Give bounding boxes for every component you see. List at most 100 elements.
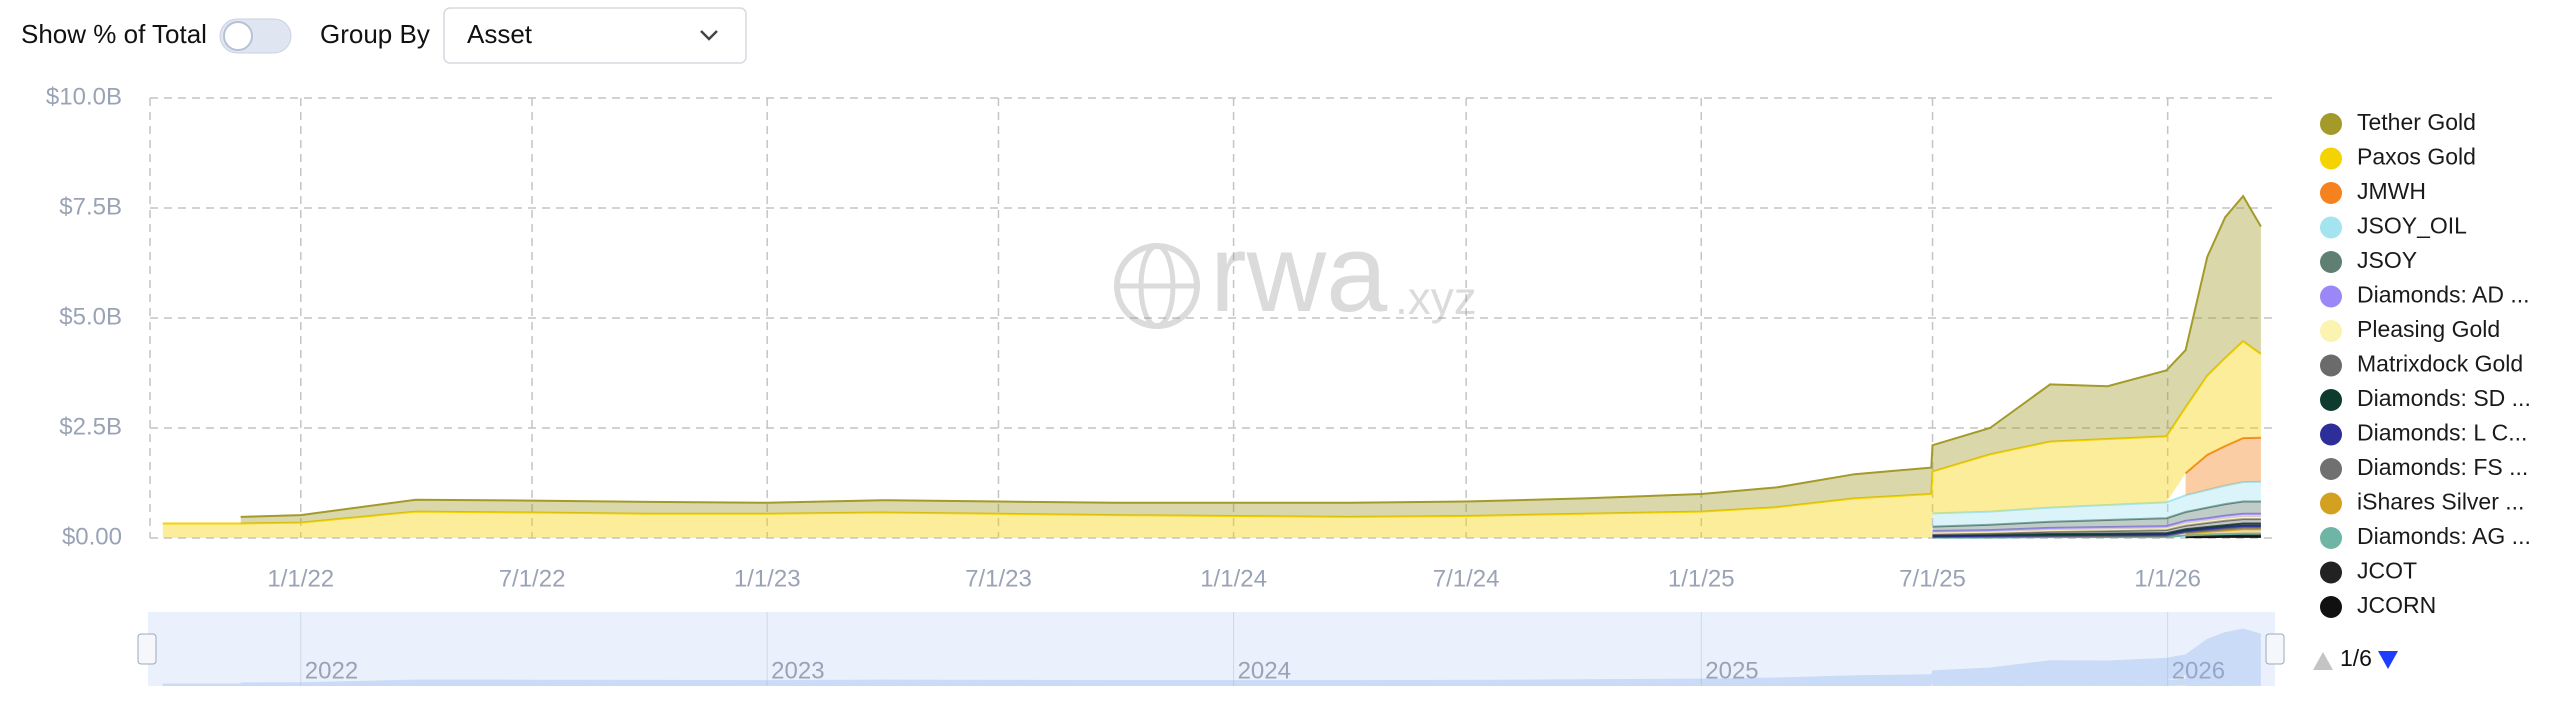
navigator-area	[1932, 685, 2261, 686]
legend-label: JSOY	[2357, 247, 2417, 273]
dropdown[interactable]: Asset	[443, 7, 747, 64]
x-tick-label: 1/1/25	[1668, 565, 1735, 592]
area	[2185, 529, 2261, 536]
legend-label: JCOT	[2357, 558, 2417, 584]
watermark-globe	[1114, 243, 1200, 329]
legend-swatch	[2320, 147, 2342, 170]
axes: $0.00 $2.5B $5.0B $7.5B $10.0B 1/1/22 7/1/22 1/…	[46, 83, 2201, 592]
y-tick-label: $5.0B	[59, 303, 122, 330]
x-tick-label: 1/1/23	[734, 565, 801, 592]
legend-label: Pleasing Gold	[2357, 316, 2500, 342]
legend-swatch	[2320, 113, 2342, 135]
legend-swatch	[2320, 182, 2342, 204]
navigator-handle[interactable]	[2265, 633, 2285, 665]
legend-label: JMWH	[2357, 178, 2426, 204]
legend-swatch	[2320, 354, 2342, 377]
legend-swatch	[2320, 251, 2342, 273]
series-line	[1932, 512, 2261, 532]
navigator-area	[1932, 679, 2261, 685]
series-line	[1932, 480, 2261, 515]
toggle[interactable]	[219, 18, 292, 54]
series-line	[2185, 528, 2261, 535]
x-tick-label: 7/1/22	[499, 565, 566, 592]
x-tick-label: 7/1/23	[965, 565, 1032, 592]
legend-label: Diamonds: L C...	[2357, 420, 2527, 446]
legend-label: Matrixdock Gold	[2357, 351, 2523, 377]
group-by-label: Group By	[320, 19, 430, 49]
series-line	[1932, 518, 2261, 535]
pager-down[interactable]	[2378, 651, 2398, 669]
pager-up[interactable]	[2313, 652, 2333, 670]
area	[162, 341, 2261, 538]
navigator-handle[interactable]	[137, 633, 157, 665]
watermark-globe	[1138, 243, 1176, 329]
series-line	[1932, 524, 2261, 538]
series-line	[240, 194, 2262, 518]
toggle-label: Show % of Total	[21, 19, 207, 49]
legend-swatch	[2320, 320, 2342, 342]
legend-swatch	[2320, 492, 2342, 515]
area	[1932, 523, 2261, 537]
legend-swatch	[2320, 561, 2342, 584]
legend-pager: 1/6	[2313, 645, 2398, 671]
y-tick-label: $0.00	[62, 523, 122, 550]
x-tick-label: 7/1/24	[1433, 565, 1500, 592]
legend-label: JCORN	[2357, 592, 2436, 618]
legend-label: Diamonds: SD ...	[2357, 385, 2531, 411]
navigator-area	[2185, 684, 2261, 686]
legend-swatch	[2320, 216, 2342, 239]
navigator-label: 2022	[305, 657, 358, 684]
legend-swatch	[2320, 389, 2342, 411]
toggle-knob[interactable]	[223, 21, 253, 51]
x-tick-label: 1/1/26	[2134, 565, 2201, 592]
y-tick-label: $2.5B	[59, 413, 122, 440]
legend-label: Paxos Gold	[2357, 144, 2476, 170]
legend-swatch	[2320, 285, 2342, 308]
navigator-area	[1932, 682, 2261, 686]
navigator-label: 2026	[2172, 657, 2225, 684]
x-tick-label: 7/1/25	[1899, 565, 1966, 592]
dropdown-box[interactable]	[443, 7, 747, 64]
legend-label: JSOY_OIL	[2357, 213, 2467, 239]
watermark-text: rwa	[1210, 212, 1388, 335]
series-line	[2185, 533, 2261, 538]
series-line	[1932, 515, 2261, 534]
navigator-area	[2185, 669, 2261, 679]
series-line	[1932, 522, 2261, 537]
area	[2185, 437, 2261, 496]
series-line	[1932, 500, 2261, 528]
legend: Tether Gold Paxos Gold JMWH JSOY_OIL JSOY Dia…	[2320, 109, 2531, 618]
x-tick-label: 1/1/24	[1200, 565, 1267, 592]
grid	[149, 97, 2275, 539]
legend-label: Diamonds: FS ...	[2357, 454, 2528, 480]
area	[1932, 481, 2261, 527]
navigator-label: 2025	[1705, 657, 1758, 684]
dropdown-chevron[interactable]	[700, 30, 718, 41]
watermark-suffix: .xyz	[1395, 272, 1477, 324]
legend-swatch	[2320, 596, 2342, 618]
legend-swatch	[2320, 527, 2342, 549]
navigator-label: 2024	[1238, 657, 1291, 684]
legend-label: Tether Gold	[2357, 109, 2476, 135]
watermark: rwa .xyz	[1114, 212, 1477, 335]
navigator-area	[1932, 676, 2261, 685]
navigator-area	[1932, 683, 2261, 686]
navigator-label: 2023	[771, 657, 824, 684]
dropdown-value[interactable]: Asset	[467, 19, 533, 49]
navigator: 2022 2023 2024 2025 2026	[137, 612, 2285, 686]
y-tick-label: $10.0B	[46, 83, 122, 110]
legend-swatch	[2320, 458, 2342, 480]
y-tick-label: $7.5B	[59, 193, 122, 220]
series-line	[162, 340, 2262, 525]
x-tick-label: 1/1/22	[267, 565, 334, 592]
navigator-area	[162, 652, 2261, 686]
navigator-bg[interactable]	[148, 612, 2275, 686]
pager-text: 1/6	[2340, 645, 2372, 671]
series-line	[2184, 436, 2261, 475]
navigator-area	[1932, 684, 2261, 686]
legend-label: iShares Silver ...	[2357, 489, 2524, 515]
legend-label: Diamonds: AG ...	[2357, 523, 2531, 549]
navigator-area	[1932, 682, 2261, 686]
plot-areas	[162, 194, 2262, 539]
